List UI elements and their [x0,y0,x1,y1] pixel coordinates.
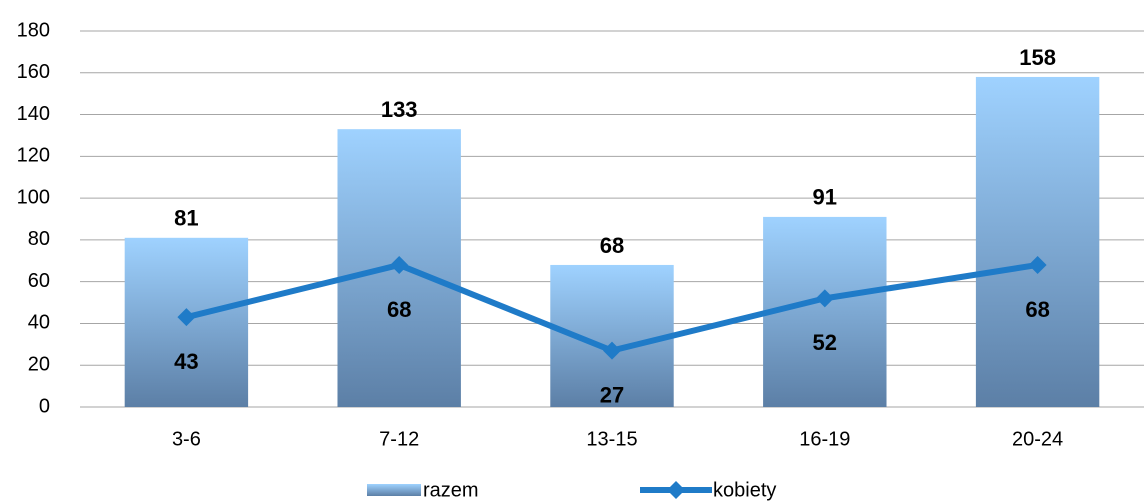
value-label: 158 [1019,45,1056,70]
y-tick-label: 140 [17,103,50,125]
x-tick-label: 16-19 [799,428,850,450]
value-label: 133 [381,97,418,122]
y-tick-label: 80 [28,228,50,250]
line-marker [390,255,409,274]
value-label: 52 [813,330,837,355]
legend-marker [667,481,685,499]
y-tick-label: 180 [17,19,50,41]
y-tick-label: 40 [28,312,50,334]
value-label: 43 [174,349,198,374]
value-label: 81 [174,206,198,231]
legend-swatch [367,484,421,496]
line-marker [1028,255,1047,274]
y-tick-label: 0 [39,395,50,417]
y-tick-label: 100 [17,186,50,208]
x-tick-label: 3-6 [172,428,201,450]
line-marker [603,341,621,360]
value-label: 91 [813,185,837,210]
x-tick-label: 13-15 [586,428,637,450]
y-tick-label: 120 [17,145,50,167]
line-marker [815,289,834,308]
legend-label: kobiety [713,479,776,501]
y-tick-label: 60 [28,270,50,292]
value-label: 68 [387,297,411,322]
bar [975,76,1100,407]
value-label: 27 [600,382,624,407]
x-tick-label: 20-24 [1012,428,1063,450]
y-tick-label: 160 [17,61,50,83]
y-tick-label: 20 [28,354,50,376]
value-label: 68 [1025,297,1049,322]
bar [763,216,887,407]
line-marker [177,308,196,327]
legend-label: razem [423,479,479,501]
value-label: 68 [600,233,624,258]
x-tick-label: 7-12 [379,428,419,450]
